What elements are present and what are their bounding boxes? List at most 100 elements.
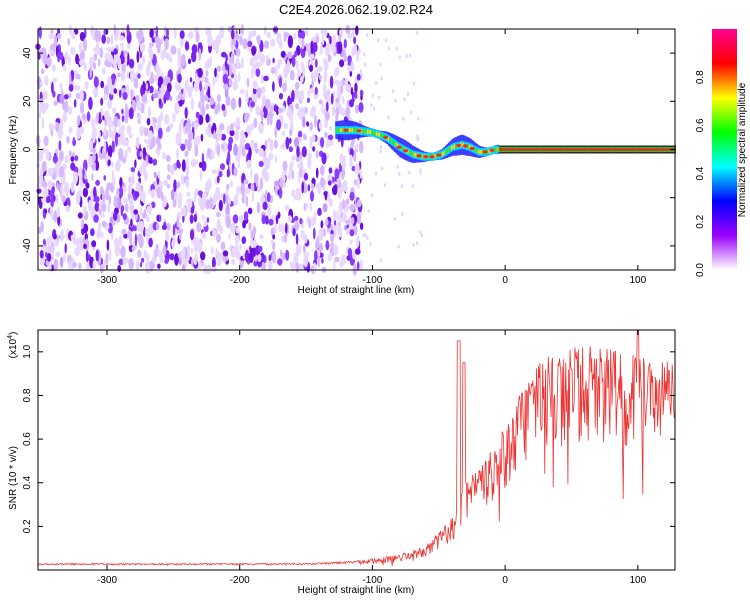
ridge-core-segment — [516, 148, 519, 151]
ridge-core-segment — [497, 147, 499, 152]
noise-blob — [293, 252, 297, 265]
noise-blob — [91, 128, 98, 138]
noise-blob — [253, 117, 258, 129]
x-tick-label: 100 — [629, 575, 646, 586]
snr-series-line — [37, 329, 675, 567]
noise-blob — [263, 25, 267, 36]
noise-blob — [406, 92, 410, 96]
noise-blob — [306, 121, 310, 127]
noise-blob — [327, 253, 333, 262]
ridge-core-segment — [534, 148, 537, 151]
noise-blob — [157, 115, 162, 129]
ridge-core-segment — [387, 137, 390, 141]
noise-blob — [90, 228, 95, 237]
snr-x-ticks: -300 -200 -100 0 100 — [97, 330, 647, 586]
noise-blob — [269, 138, 274, 152]
noise-blob — [322, 203, 328, 213]
noise-blob — [134, 233, 138, 247]
noise-blob — [268, 111, 273, 119]
noise-blob — [377, 38, 380, 43]
noise-blob — [318, 74, 322, 80]
noise-blob — [57, 52, 60, 63]
noise-blob — [231, 39, 237, 46]
ridge-core-segment — [503, 148, 505, 151]
noise-blob — [323, 83, 327, 94]
ridge-core-segment — [570, 148, 573, 151]
noise-blob — [302, 116, 306, 128]
noise-blob — [78, 244, 84, 251]
noise-blob — [218, 199, 223, 212]
noise-blob — [325, 218, 329, 226]
noise-blob — [94, 196, 100, 203]
noise-blob — [126, 41, 131, 50]
ridge-core-segment — [338, 128, 340, 133]
noise-blob — [62, 110, 68, 124]
noise-blob — [256, 35, 261, 42]
noise-blob — [349, 99, 354, 108]
noise-blob — [337, 80, 342, 87]
noise-blob — [38, 26, 42, 39]
noise-blob — [261, 167, 268, 180]
noise-blob — [230, 97, 237, 110]
noise-blob — [103, 93, 108, 101]
noise-blob — [333, 258, 336, 271]
noise-blob — [108, 248, 112, 262]
noise-blob — [121, 228, 127, 235]
noise-blob — [158, 76, 164, 85]
noise-blob — [55, 121, 60, 133]
noise-blob — [165, 155, 171, 162]
noise-blob — [105, 252, 109, 264]
noise-blob — [139, 207, 143, 216]
ridge-core-segment — [572, 148, 574, 151]
noise-blob — [186, 118, 192, 132]
noise-blob — [164, 114, 170, 125]
noise-blob — [262, 105, 268, 119]
ridge-core-segment — [605, 148, 607, 151]
noise-blob — [187, 130, 194, 142]
colorbar-ticks: 0.0 0.2 0.4 0.6 0.8 — [695, 70, 706, 277]
noise-blob — [206, 264, 212, 275]
noise-blob — [166, 28, 169, 38]
noise-blob — [294, 88, 300, 100]
noise-blob — [127, 229, 133, 240]
noise-blob — [343, 184, 348, 192]
ridge-core-segment — [624, 148, 627, 151]
noise-blob — [283, 105, 286, 113]
noise-blob — [200, 133, 204, 142]
noise-blob — [324, 131, 328, 139]
noise-blob — [278, 93, 284, 100]
ridge-core-segment — [413, 152, 415, 157]
noise-blob — [295, 103, 300, 110]
noise-blob — [194, 159, 199, 165]
noise-blob — [292, 228, 296, 237]
noise-blob — [213, 77, 218, 83]
noise-blob — [241, 146, 246, 157]
noise-blob — [170, 45, 176, 55]
ridge-core-segment — [480, 149, 483, 154]
noise-blob — [216, 94, 221, 103]
noise-blob — [205, 103, 210, 110]
noise-blob — [121, 108, 124, 115]
noise-blob — [281, 130, 286, 137]
noise-blob — [101, 220, 107, 228]
noise-blob — [262, 201, 268, 211]
noise-blob — [129, 69, 135, 83]
noise-blob — [156, 214, 159, 222]
ridge-core-segment — [365, 129, 367, 134]
ridge-core-segment — [518, 148, 520, 151]
noise-blob — [270, 67, 276, 74]
noise-blob — [166, 82, 172, 93]
noise-blob — [312, 42, 318, 53]
noise-blob — [278, 223, 283, 232]
noise-blob — [111, 139, 115, 153]
noise-blob — [180, 207, 187, 217]
noise-blob — [106, 239, 110, 251]
noise-blob — [269, 105, 274, 113]
noise-blob — [337, 41, 343, 54]
ridge-core-segment — [453, 144, 456, 149]
noise-blob — [163, 48, 167, 58]
noise-blob — [216, 144, 220, 157]
noise-blob — [277, 58, 281, 69]
noise-blob — [273, 104, 278, 112]
noise-blob — [152, 250, 156, 263]
